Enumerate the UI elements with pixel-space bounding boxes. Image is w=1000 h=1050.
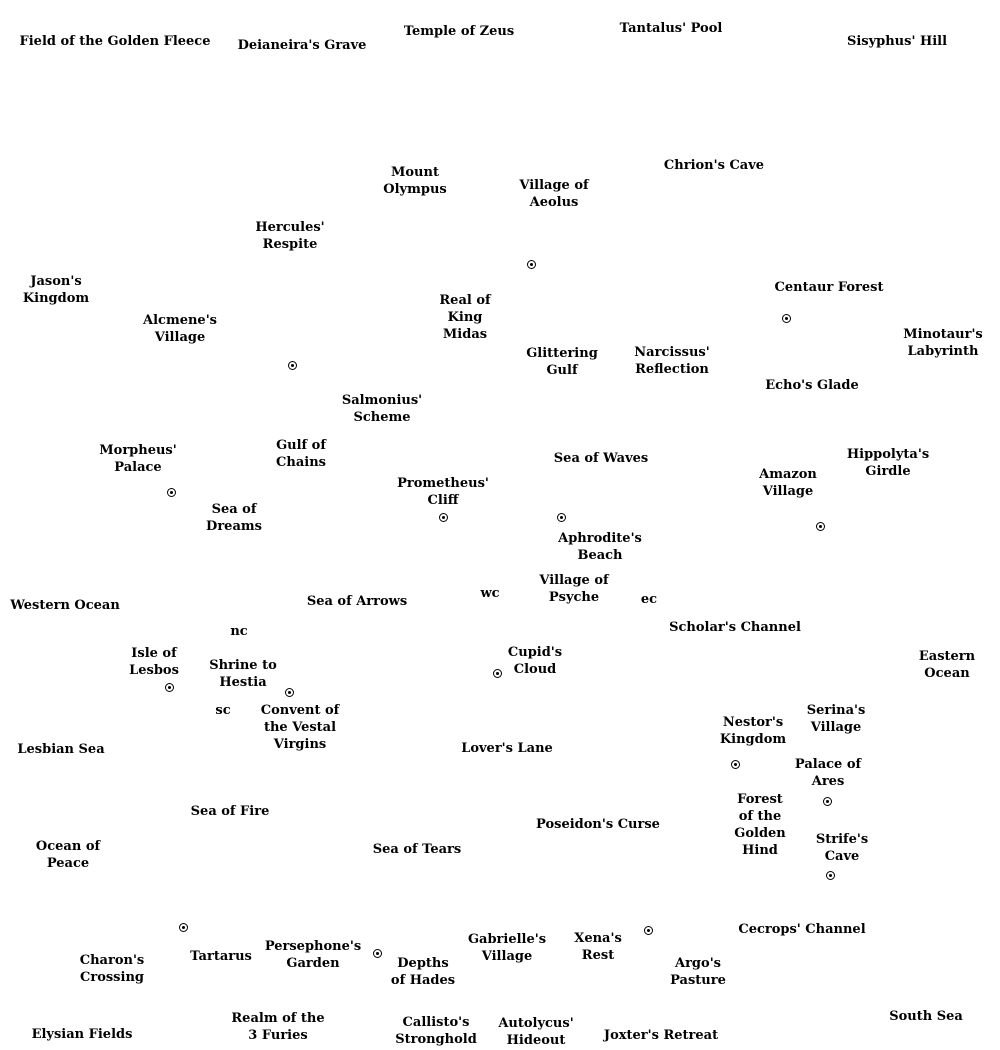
place-sea-of-tears: Sea of Tears <box>372 842 462 857</box>
place-eastern-ocean: Eastern Ocean <box>918 649 976 681</box>
place-hercules-respite: Hercules' Respite <box>255 220 325 252</box>
place-alcmenes-village: Alcmene's Village <box>143 313 217 345</box>
place-village-of-aeolus: Village of Aeolus <box>519 178 589 210</box>
place-ocean-of-peace: Ocean of Peace <box>35 839 101 871</box>
place-sea-of-fire: Sea of Fire <box>190 804 270 819</box>
place-tantalus-pool: Tantalus' Pool <box>619 21 723 36</box>
place-morpheus-palace: Morpheus' Palace <box>99 443 177 475</box>
place-village-of-psyche: Village of Psyche <box>539 573 609 605</box>
map-marker <box>165 683 174 692</box>
place-serinas-village: Serina's Village <box>806 703 866 735</box>
map-marker <box>179 923 188 932</box>
place-field-of-the-golden-fleece: Field of the Golden Fleece <box>19 34 211 49</box>
place-tartarus: Tartarus <box>190 949 252 964</box>
place-gulf-of-chains: Gulf of Chains <box>276 438 326 470</box>
map-marker <box>527 260 536 269</box>
map-marker <box>493 669 502 678</box>
place-xenas-rest: Xena's Rest <box>574 931 622 963</box>
place-centaur-forest: Centaur Forest <box>774 280 884 295</box>
place-chrions-cave: Chrion's Cave <box>663 158 765 173</box>
place-sea-of-waves: Sea of Waves <box>553 451 649 466</box>
place-deianeiras-grave: Deianeira's Grave <box>237 38 367 53</box>
map-marker <box>782 314 791 323</box>
place-cecrops-channel: Cecrops' Channel <box>738 922 866 937</box>
place-gabrielles-village: Gabrielle's Village <box>467 932 547 964</box>
map-marker <box>731 760 740 769</box>
place-argos-pasture: Argo's Pasture <box>670 956 726 988</box>
place-aphrodites-beach: Aphrodite's Beach <box>558 531 642 563</box>
map-marker <box>644 926 653 935</box>
place-strifes-cave: Strife's Cave <box>815 832 869 864</box>
place-south-sea: South Sea <box>889 1009 963 1024</box>
place-amazon-village: Amazon Village <box>759 467 817 499</box>
place-nestors-kingdom: Nestor's Kingdom <box>719 715 787 747</box>
place-convent-of-the-vestal-virgins: Convent of the Vestal Virgins <box>260 703 340 752</box>
place-scholars-channel: Scholar's Channel <box>669 620 801 635</box>
place-charons-crossing: Charon's Crossing <box>79 953 145 985</box>
map-marker <box>826 871 835 880</box>
map-marker <box>823 797 832 806</box>
map-marker <box>373 949 382 958</box>
place-sisyphus-hill: Sisyphus' Hill <box>846 34 948 49</box>
place-joxters-retreat: Joxter's Retreat <box>603 1028 719 1043</box>
place-lovers-lane: Lover's Lane <box>461 741 553 756</box>
map-marker <box>167 488 176 497</box>
place-callistos-stronghold: Callisto's Stronghold <box>395 1015 477 1047</box>
place-lesbian-sea: Lesbian Sea <box>17 742 105 757</box>
place-palace-of-ares: Palace of Ares <box>794 757 862 789</box>
place-shrine-to-hestia: Shrine to Hestia <box>209 658 277 690</box>
place-wc: wc <box>480 586 500 601</box>
place-persephones-garden: Persephone's Garden <box>264 939 362 971</box>
place-echos-glade: Echo's Glade <box>765 378 859 393</box>
place-forest-of-the-golden-hind: Forest of the Golden Hind <box>734 792 786 858</box>
place-hippolytas-girdle: Hippolyta's Girdle <box>846 447 930 479</box>
place-poseidons-curse: Poseidon's Curse <box>536 817 660 832</box>
place-sea-of-arrows: Sea of Arrows <box>306 594 408 609</box>
place-salmonius-scheme: Salmonius' Scheme <box>341 393 423 425</box>
place-nc: nc <box>230 624 248 639</box>
place-glittering-gulf: Glittering Gulf <box>526 346 598 378</box>
place-depths-of-hades: Depths of Hades <box>390 956 456 988</box>
place-sea-of-dreams: Sea of Dreams <box>206 502 262 534</box>
place-realm-of-the-3-furies: Realm of the 3 Furies <box>231 1011 325 1043</box>
place-narcissus-reflection: Narcissus' Reflection <box>634 345 710 377</box>
place-minotaurs-labyrinth: Minotaur's Labyrinth <box>903 327 983 359</box>
place-real-of-king-midas: Real of King Midas <box>439 293 491 342</box>
place-cupids-cloud: Cupid's Cloud <box>507 645 563 677</box>
place-ec: ec <box>640 592 658 607</box>
place-elysian-fields: Elysian Fields <box>31 1027 133 1042</box>
place-western-ocean: Western Ocean <box>10 598 120 613</box>
map-marker <box>288 361 297 370</box>
place-jasons-kingdom: Jason's Kingdom <box>22 274 90 306</box>
place-sc: sc <box>215 703 231 718</box>
place-prometheus-cliff: Prometheus' Cliff <box>397 476 489 508</box>
place-temple-of-zeus: Temple of Zeus <box>403 24 515 39</box>
map-marker <box>557 513 566 522</box>
place-mount-olympus: Mount Olympus <box>383 165 447 197</box>
map-marker <box>285 688 294 697</box>
place-isle-of-lesbos: Isle of Lesbos <box>129 646 179 678</box>
map-marker <box>816 522 825 531</box>
map-marker <box>439 513 448 522</box>
place-autolycus-hideout: Autolycus' Hideout <box>498 1016 574 1048</box>
